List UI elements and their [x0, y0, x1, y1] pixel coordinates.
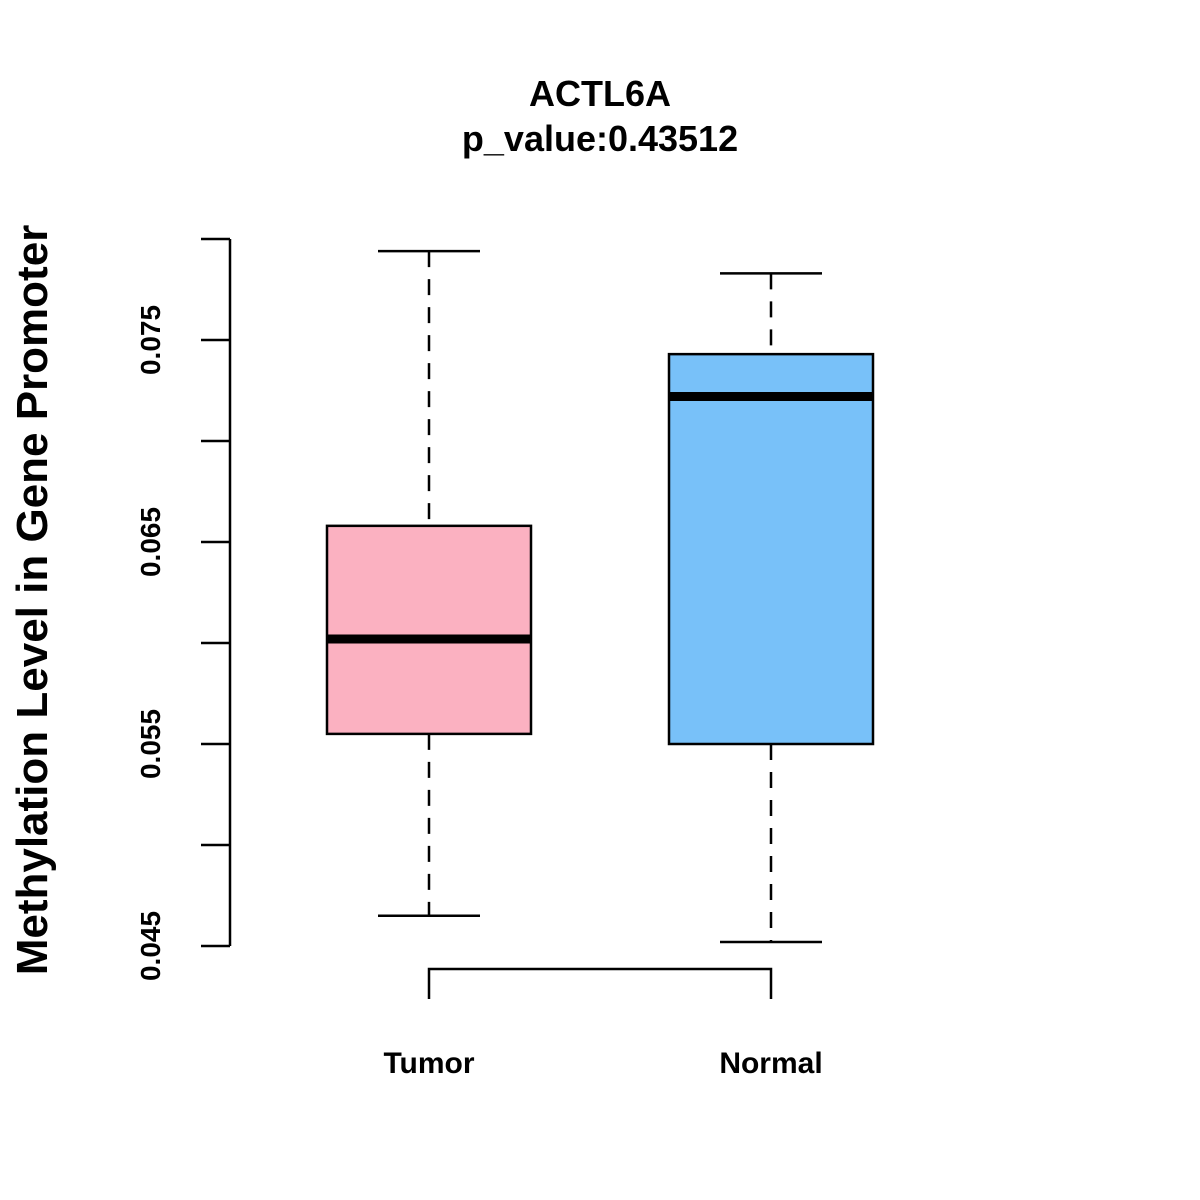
box-normal: [667, 352, 875, 746]
y-axis: 0.045 0.055 0.065 0.075: [135, 237, 232, 981]
chart-subtitle: p_value:0.43512: [462, 118, 738, 159]
y-tick-label: 0.075: [135, 305, 166, 375]
box-group: [325, 249, 875, 944]
category-labels: Tumor Normal: [383, 1047, 822, 1080]
category-label-normal: Normal: [719, 1047, 822, 1080]
y-tick-label: 0.045: [135, 911, 166, 981]
category-label-tumor: Tumor: [383, 1047, 474, 1080]
y-tick-label: 0.065: [135, 507, 166, 577]
y-tick-label: 0.055: [135, 709, 166, 779]
bracket-line: [427, 967, 773, 999]
y-axis-label: Methylation Level in Gene Promoter: [8, 225, 57, 976]
chart-title: ACTL6A: [529, 73, 671, 114]
box-tumor: [325, 524, 533, 736]
comparison-bracket: [427, 967, 773, 999]
